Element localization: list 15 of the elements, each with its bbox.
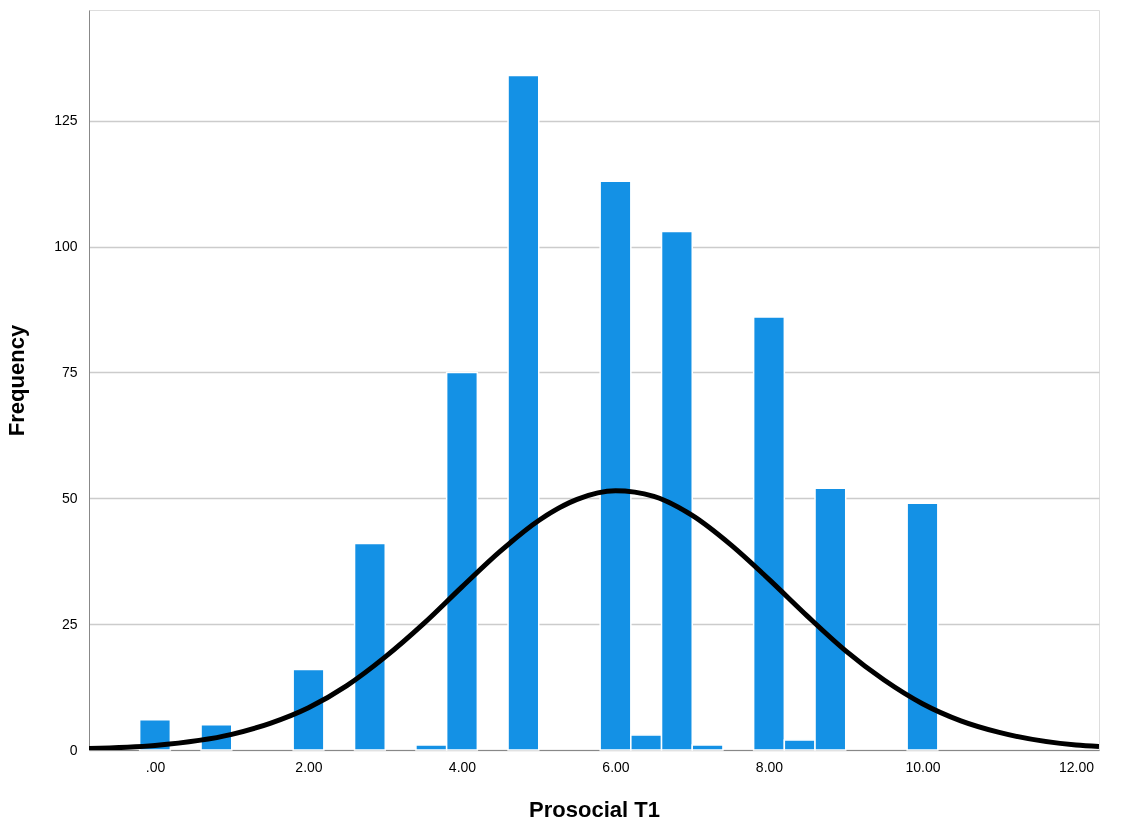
y-tick-label: 50	[61, 489, 78, 506]
x-tick-label: 10.00	[905, 758, 941, 775]
y-tick-label: 125	[54, 112, 78, 129]
y-axis-title: Frequency	[4, 324, 30, 437]
x-tick-label: 8.00	[755, 758, 784, 775]
x-tick-label: 2.00	[295, 758, 323, 775]
y-tick-label: 0	[69, 741, 78, 758]
x-tick-label: .00	[145, 758, 166, 775]
x-axis-title: Prosocial T1	[529, 796, 660, 822]
y-tick-label: 75	[61, 363, 78, 380]
y-tick-label: 25	[61, 615, 78, 632]
y-tick-label: 100	[54, 238, 78, 255]
x-tick-label: 6.00	[602, 758, 630, 775]
x-tick-label: 12.00	[1058, 758, 1095, 775]
x-tick-label: 4.00	[448, 758, 477, 775]
